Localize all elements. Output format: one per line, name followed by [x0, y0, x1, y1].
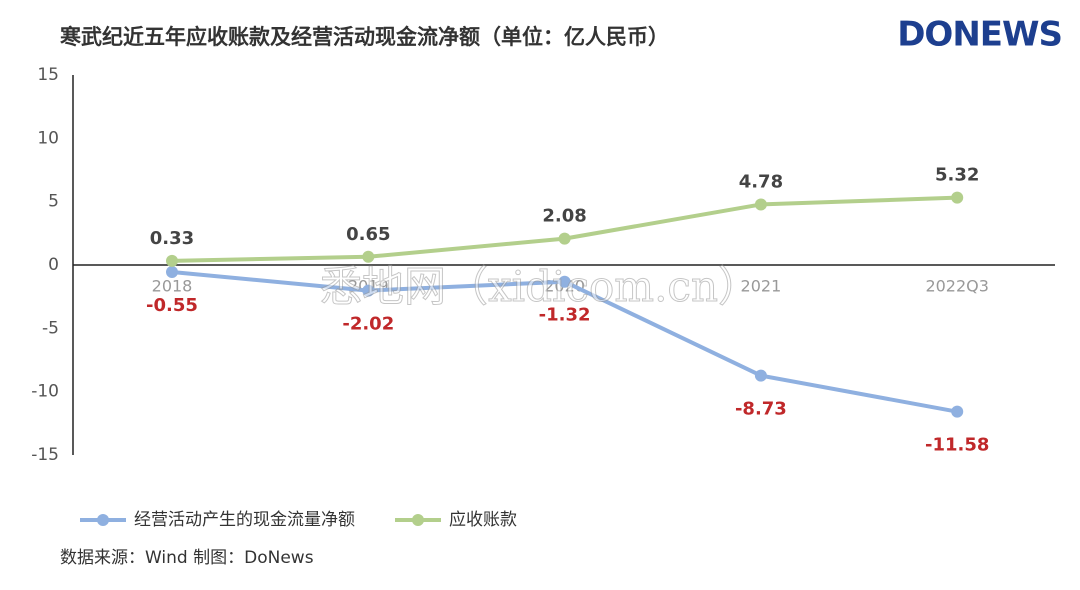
data-label: 4.78	[739, 171, 783, 192]
y-tick-label: -10	[31, 382, 59, 402]
legend-marker	[97, 514, 109, 526]
chart-title: 寒武纪近五年应收账款及经营活动现金流净额（单位：亿人民币）	[60, 25, 669, 49]
data-label: -0.55	[146, 295, 198, 316]
data-label: 2.08	[542, 206, 586, 227]
x-tick-label: 2021	[741, 277, 782, 296]
y-tick-label: -5	[42, 318, 59, 338]
data-label: 5.32	[935, 165, 979, 186]
logo: DONEWS	[897, 15, 1062, 55]
data-label: -2.02	[342, 314, 394, 335]
data-point	[166, 254, 178, 267]
data-point	[362, 250, 375, 263]
watermark: 悉地网（xidicom.cn）	[320, 262, 760, 311]
y-tick-label: 5	[48, 192, 59, 212]
legend-marker	[412, 514, 424, 526]
source-note: 数据来源：Wind 制图：DoNews	[60, 548, 314, 568]
y-tick-label: -15	[31, 445, 59, 465]
x-tick-label: 2022Q3	[925, 277, 989, 296]
data-point	[951, 405, 964, 418]
y-tick-label: 15	[37, 65, 59, 85]
data-point	[951, 191, 964, 204]
data-label: -1.32	[539, 305, 591, 326]
data-point	[166, 265, 178, 278]
data-point	[558, 275, 571, 288]
y-tick-label: 0	[48, 255, 59, 275]
y-tick-label: 10	[37, 128, 59, 148]
data-point	[362, 284, 375, 297]
data-label: 0.33	[150, 228, 194, 249]
legend-label: 应收账款	[449, 510, 517, 530]
data-label: -11.58	[925, 435, 989, 456]
data-point	[754, 369, 767, 382]
data-label: -8.73	[735, 399, 787, 420]
x-tick-label: 2018	[152, 277, 193, 296]
data-label: 0.65	[346, 224, 390, 245]
legend-label: 经营活动产生的现金流量净额	[134, 510, 355, 530]
data-point	[754, 198, 767, 211]
data-point	[558, 232, 571, 245]
